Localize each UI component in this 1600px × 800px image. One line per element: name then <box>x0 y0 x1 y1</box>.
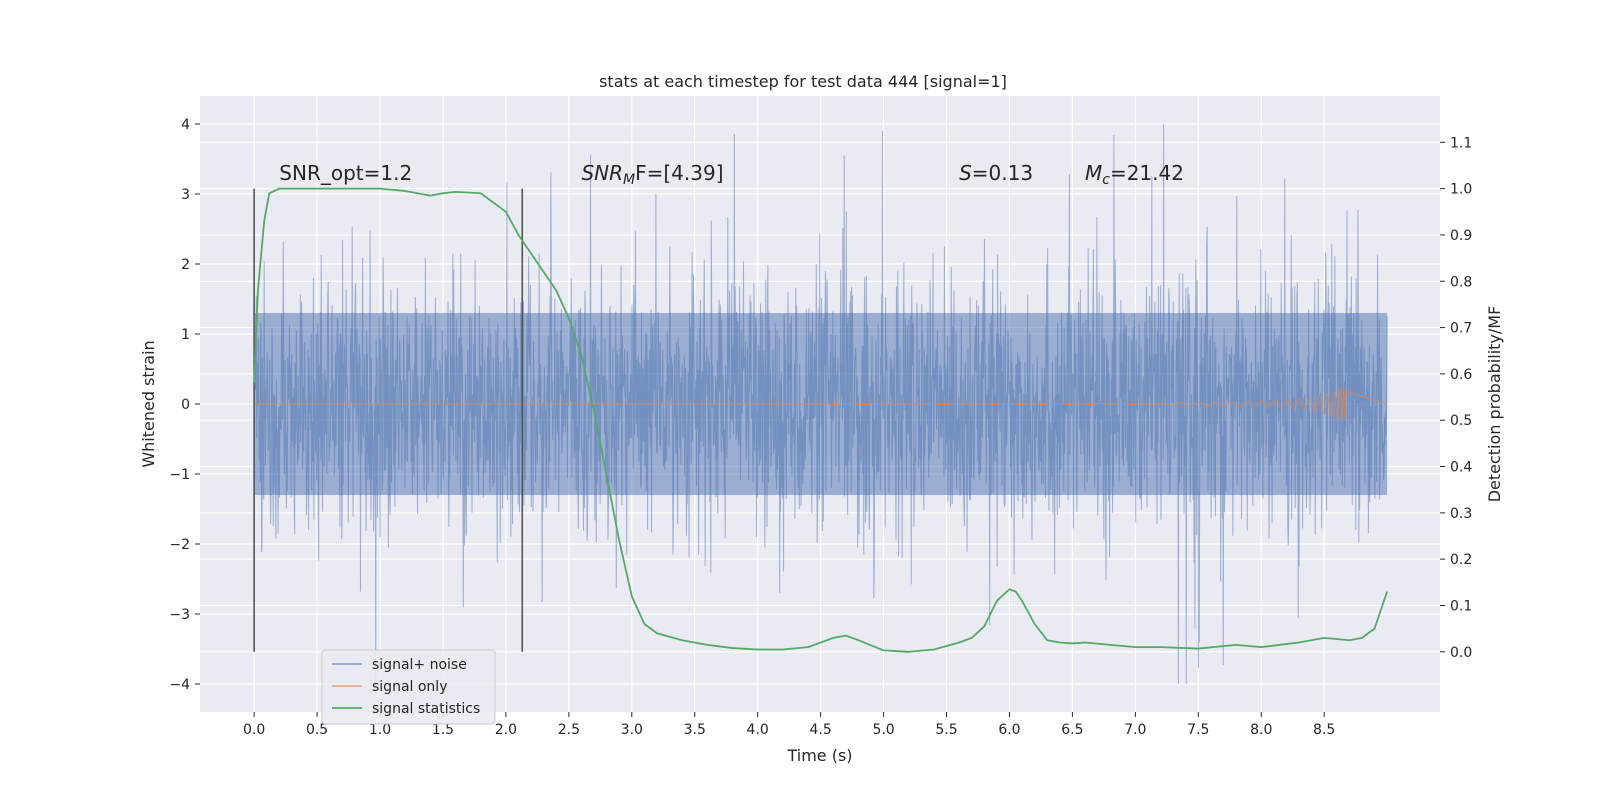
x-tick-label: 8.0 <box>1250 722 1272 738</box>
y-tick-label: −2 <box>169 537 190 553</box>
marker-lines <box>253 188 524 652</box>
legend-label: signal only <box>372 679 447 695</box>
legend-box <box>321 649 496 725</box>
annotations: SNR_opt=1.2 SNRMF=[4.39] S=0.13 Mc=21.42 <box>279 161 1184 188</box>
y2-tick-label: 0.8 <box>1450 274 1472 290</box>
noise-trace <box>253 123 1388 685</box>
x-tick-label: 6.5 <box>1061 722 1083 738</box>
legend-label: signal statistics <box>372 701 480 717</box>
x-tick-label: 4.0 <box>747 722 769 738</box>
x-tick-label: 3.5 <box>684 722 706 738</box>
y-axis-title: Whitened strain <box>139 340 158 467</box>
y-tick-label: 0 <box>181 397 190 413</box>
x-tick-label: 1.5 <box>432 722 454 738</box>
y2-axis-title: Detection probability/MF <box>1485 306 1504 503</box>
series-signal-only <box>254 386 1388 422</box>
x-tick-label: 5.5 <box>935 722 957 738</box>
y-tick-label: −3 <box>169 607 190 623</box>
x-tick-label: 4.5 <box>809 722 831 738</box>
x-axis-title: Time (s) <box>786 746 852 765</box>
y2-tick-label: 1.1 <box>1450 135 1472 151</box>
y-tick-label: −4 <box>169 677 190 693</box>
x-tick-label: 1.0 <box>369 722 391 738</box>
chart-annotation: S=0.13 <box>959 161 1033 185</box>
x-tick-label: 3.0 <box>621 722 643 738</box>
chart-annotation: SNRMF=[4.39] <box>581 161 723 188</box>
chart-annotation: SNR_opt=1.2 <box>279 161 412 185</box>
y2-tick-label: 0.1 <box>1450 598 1472 614</box>
x-tick-label: 0.5 <box>306 722 328 738</box>
y2-tick-label: 0.2 <box>1450 552 1472 568</box>
y-tick-label: −1 <box>169 467 190 483</box>
y2-tick-label: 1.0 <box>1450 182 1472 198</box>
y2-tick-label: 0.0 <box>1450 645 1472 661</box>
y-tick-label: 3 <box>181 187 190 203</box>
series-signal-statistics <box>253 187 1388 653</box>
legend: signal+ noise signal only signal statistic… <box>321 649 496 725</box>
x-tick-label: 5.0 <box>872 722 894 738</box>
y2-tick-label: 0.6 <box>1450 367 1472 383</box>
chart-title: stats at each timestep for test data 444… <box>599 72 1007 91</box>
x-tick-label: 7.0 <box>1124 722 1146 738</box>
axis-ticks: 0.0 0.5 1.0 1.5 2.0 2.5 3.0 3.5 4.0 4.5 5.0 5.5 6.0 6… <box>169 117 1472 738</box>
signal-trace <box>254 386 1388 422</box>
y2-tick-label: 0.3 <box>1450 506 1472 522</box>
chart-annotation: Mc=21.42 <box>1085 161 1184 188</box>
x-tick-label: 8.5 <box>1313 722 1335 738</box>
y-tick-label: 2 <box>181 257 190 273</box>
x-tick-label: 0.0 <box>243 722 265 738</box>
signal-statistics-trace <box>253 187 1388 653</box>
x-tick-label: 2.5 <box>558 722 580 738</box>
x-tick-label: 7.5 <box>1187 722 1209 738</box>
y-tick-label: 4 <box>181 117 190 133</box>
y2-tick-label: 0.9 <box>1450 228 1472 244</box>
y-tick-label: 1 <box>181 327 190 343</box>
legend-label: signal+ noise <box>372 657 467 673</box>
y2-tick-label: 0.7 <box>1450 321 1472 337</box>
y2-tick-label: 0.4 <box>1450 460 1472 476</box>
x-tick-label: 2.0 <box>495 722 517 738</box>
y2-tick-label: 0.5 <box>1450 413 1472 429</box>
x-tick-label: 6.0 <box>998 722 1020 738</box>
